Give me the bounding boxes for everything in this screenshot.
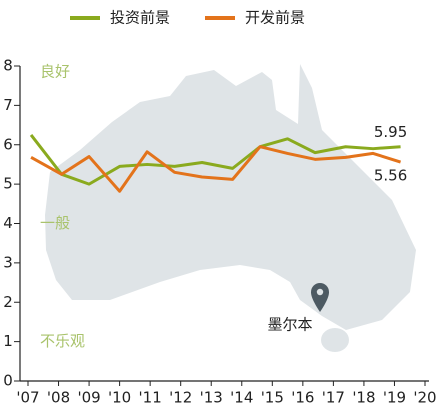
y-tick-label: 1 — [3, 332, 13, 350]
y-tick-label: 0 — [3, 372, 13, 390]
y-tick-label: 4 — [3, 214, 13, 232]
series-line — [30, 145, 402, 193]
tasmania — [321, 328, 349, 352]
x-tick-label: '14 — [230, 389, 253, 407]
y-tick-label: 8 — [3, 57, 13, 75]
x-tick-label: '08 — [47, 389, 70, 407]
zone-label: 一般 — [40, 214, 70, 232]
series-line — [29, 133, 401, 186]
y-tick-label: 5 — [3, 175, 13, 193]
end-value-label: 5.56 — [374, 167, 407, 185]
map-background: 墨尔本 — [45, 64, 416, 352]
australia-map — [45, 64, 416, 330]
x-tick-label: '19 — [383, 389, 406, 407]
zone-label: 不乐观 — [40, 332, 85, 350]
x-tick-label: '20 — [413, 389, 436, 407]
x-tick-label: '18 — [352, 389, 375, 407]
x-tick-label: '07 — [16, 389, 39, 407]
map-pin-hole — [316, 288, 324, 296]
end-value-label: 5.95 — [374, 123, 407, 141]
legend-label: 投资前景 — [110, 9, 170, 27]
y-tick-label: 2 — [3, 293, 13, 311]
city-label: 墨尔本 — [267, 316, 312, 334]
y-tick-label: 6 — [3, 135, 13, 153]
x-tick-label: '09 — [77, 389, 100, 407]
x-tick-label: '15 — [261, 389, 284, 407]
x-tick-label: '12 — [169, 389, 192, 407]
map-pin — [311, 283, 329, 312]
y-tick-label: 7 — [3, 96, 13, 114]
x-tick-label: '17 — [322, 389, 345, 407]
zone-label: 良好 — [40, 62, 70, 80]
y-tick-label: 3 — [3, 253, 13, 271]
x-tick-label: '10 — [108, 389, 131, 407]
x-tick-label: '13 — [200, 389, 223, 407]
legend-label: 开发前景 — [245, 9, 305, 27]
x-tick-label: '11 — [139, 389, 162, 407]
x-tick-label: '16 — [291, 389, 314, 407]
